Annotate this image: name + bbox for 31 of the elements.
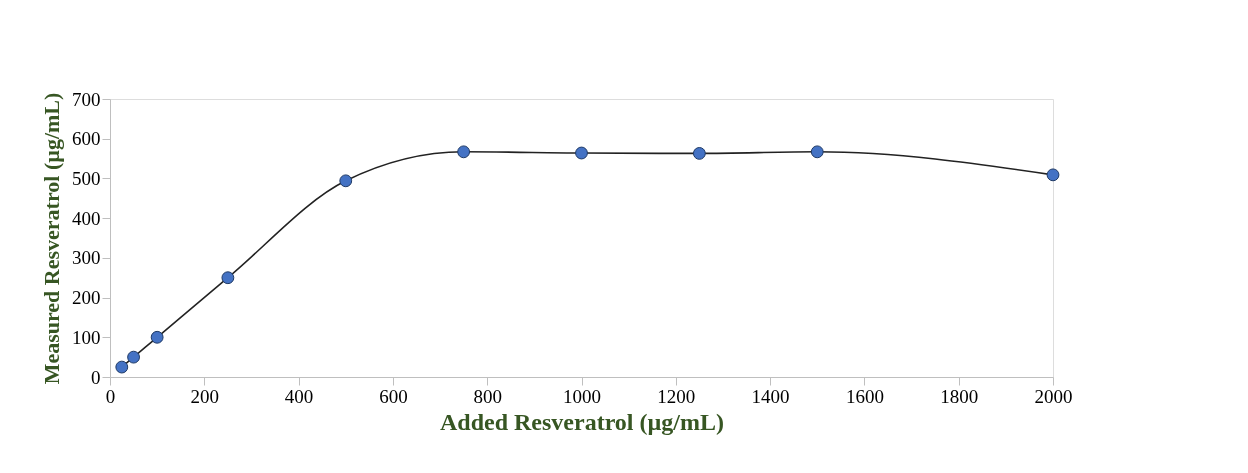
x-tick-label: 800 — [473, 385, 502, 407]
point — [115, 360, 129, 374]
x-axis-title: Added Resveratrol (µg/mL) — [439, 408, 725, 435]
point — [575, 146, 588, 160]
y-tick-label: 600 — [72, 128, 101, 150]
x-tick-label: 1000 — [563, 385, 601, 407]
y-tick-label: 100 — [72, 326, 101, 348]
point — [339, 174, 353, 188]
y-axis-title: Measured Resveratrol (µg/mL) — [39, 92, 64, 385]
y-tick-label: 200 — [72, 287, 101, 309]
y-tick-label: 700 — [72, 88, 101, 110]
x-tick-label: 200 — [190, 385, 220, 407]
point — [221, 271, 235, 285]
x-tick-label: 1800 — [940, 385, 979, 407]
x-tick-label: 1200 — [657, 385, 696, 407]
point — [810, 145, 824, 159]
x-tick-label: 600 — [379, 385, 408, 407]
point — [127, 350, 140, 364]
x-tick-label: 1400 — [751, 385, 790, 407]
x-tick-label: 0 — [105, 385, 116, 407]
x-tick-label: 400 — [284, 385, 314, 407]
y-tick-label: 0 — [91, 366, 101, 388]
x-tick-label: 1600 — [845, 385, 884, 407]
point — [150, 330, 164, 344]
y-tick-label: 500 — [72, 167, 101, 189]
y-tick-label: 400 — [72, 207, 101, 229]
point — [1046, 168, 1060, 182]
x-tick-label: 2000 — [1034, 385, 1073, 407]
point — [692, 147, 706, 160]
y-tick-label: 300 — [72, 247, 101, 269]
point — [457, 145, 471, 159]
